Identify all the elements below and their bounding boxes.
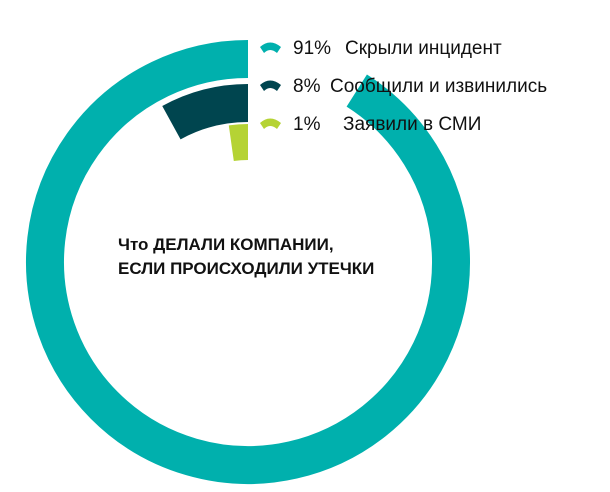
legend-marker-1 [260,42,281,53]
arc-1 [26,40,470,484]
legend-value-1: 91% [293,38,331,59]
arc-3 [228,124,249,162]
legend-label-3: Заявили в СМИ [343,114,481,135]
chart-arcs [26,40,470,484]
chart-legend: 91% Скрыли инцидент 8% Сообщили и извинилис… [260,38,547,135]
chart-title-line-2: ЕСЛИ ПРОИСХОДИЛИ УТЕЧКИ [118,259,374,278]
legend-marker-2 [260,80,281,91]
legend-value-3: 1% [293,114,321,135]
chart-title: Что ДЕЛАЛИ КОМПАНИИ, ЕСЛИ ПРОИСХОДИЛИ УТ… [118,235,374,278]
legend-label-1: Скрыли инцидент [345,38,502,59]
legend-marker-3 [260,118,281,129]
legend-label-2: Сообщили и извинились [330,76,547,97]
chart-title-line-1: Что ДЕЛАЛИ КОМПАНИИ, [118,235,334,254]
arc-2 [162,84,249,140]
legend-value-2: 8% [293,76,321,97]
